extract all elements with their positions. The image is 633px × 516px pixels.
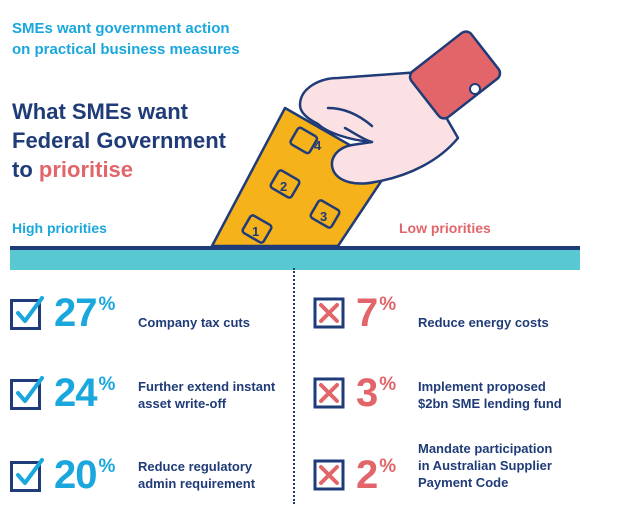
high-priority-item: 27% Company tax cuts	[10, 290, 290, 342]
ballot-number-3: 3	[320, 209, 327, 224]
column-divider	[293, 268, 295, 504]
percentage: 27%	[54, 291, 115, 335]
low-priority-item: 3% Implement proposed $2bn SME lending f…	[312, 370, 622, 422]
title-prefix: to	[12, 157, 39, 182]
ballot-box-top	[10, 250, 580, 270]
percentage: 2%	[356, 453, 396, 497]
item-label: Company tax cuts	[138, 315, 250, 330]
check-box-icon	[10, 458, 44, 492]
ballot-number-4: 4	[314, 138, 322, 153]
subtitle-line-2: on practical business measures	[12, 41, 240, 58]
low-priority-item: 2% Mandate participation in Australian S…	[312, 441, 622, 504]
ballot-number-2: 2	[280, 179, 287, 194]
sleeve-cuff	[408, 30, 502, 120]
high-priorities-heading: High priorities	[12, 220, 107, 236]
title-line-2: Federal Government	[12, 128, 226, 153]
subtitle-line-1: SMEs want government action	[12, 20, 230, 37]
check-box-icon	[10, 296, 44, 330]
item-label: Reduce energy costs	[418, 315, 549, 330]
high-priority-item: 24% Further extend instant asset write-o…	[10, 370, 290, 422]
subtitle: SMEs want government action on practical…	[12, 18, 240, 60]
low-priority-item: 7% Reduce energy costs	[312, 290, 622, 342]
cross-box-icon	[313, 297, 345, 329]
check-box-icon	[10, 376, 44, 410]
page-title: What SMEs want Federal Government to pri…	[12, 97, 226, 184]
ballot-number-1: 1	[252, 224, 259, 239]
item-label: Mandate participation in Australian Supp…	[418, 441, 553, 490]
cross-box-icon	[313, 459, 345, 491]
low-priorities-heading: Low priorities	[399, 220, 491, 236]
percentage: 20%	[54, 453, 115, 497]
item-label: Further extend instant asset write-off	[138, 379, 276, 411]
hand-icon	[298, 70, 460, 185]
item-label: Reduce regulatory admin requirement	[138, 459, 256, 491]
cross-box-icon	[313, 377, 345, 409]
title-line-3: to prioritise	[12, 155, 226, 184]
percentage: 7%	[356, 291, 396, 335]
percentage: 24%	[54, 371, 115, 415]
high-priority-item: 20% Reduce regulatory admin requirement	[10, 452, 290, 504]
item-label: Implement proposed $2bn SME lending fund	[418, 379, 562, 411]
percentage: 3%	[356, 371, 396, 415]
title-accent: prioritise	[38, 157, 134, 182]
title-line-1: What SMEs want	[12, 99, 189, 124]
ballot-slot-edge	[10, 246, 580, 250]
